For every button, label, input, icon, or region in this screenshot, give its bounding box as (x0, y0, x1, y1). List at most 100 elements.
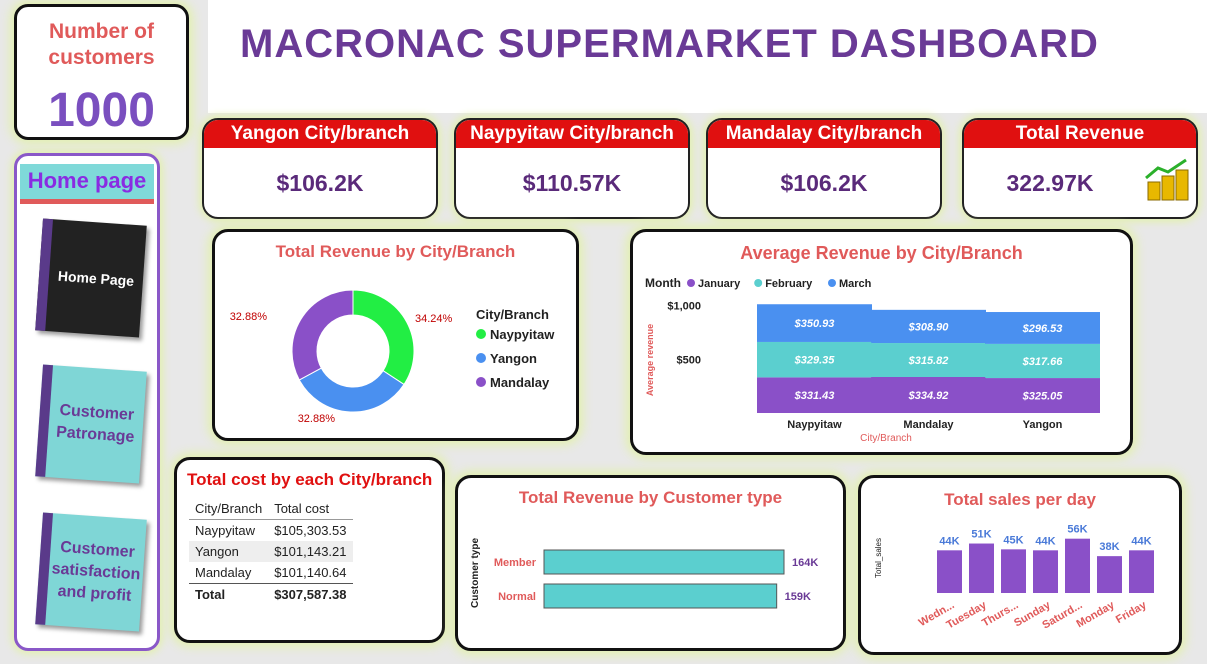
bar-segment (871, 376, 986, 413)
table-total-row: Total $307,587.38 (189, 583, 353, 605)
data-label: 38K (1099, 541, 1119, 553)
donut-label: 34.24% (415, 313, 453, 325)
legend-item-january: January (698, 278, 741, 290)
data-label: 164K (792, 557, 818, 569)
nav-customer-satisfaction-button[interactable]: Customer satisfaction and profit (35, 512, 147, 632)
data-label: 44K (1131, 535, 1151, 547)
kpi-total-revenue: Total Revenue 322.97K (962, 118, 1198, 219)
avg-title: Average Revenue by City/Branch (740, 243, 1023, 263)
data-label: $315.82 (908, 355, 949, 367)
daily-title: Total sales per day (944, 490, 1096, 509)
nav-panel: Home page Home Page Customer Patronage C… (14, 153, 160, 651)
data-label: $350.93 (794, 318, 835, 330)
bar-day (1033, 550, 1058, 593)
cost-header-total[interactable]: Total cost (268, 498, 353, 520)
cost-title: Total cost by each City/branch (187, 470, 433, 489)
data-label: 45K (1003, 534, 1023, 546)
table-row: Naypyitaw $105,303.53 (195, 523, 347, 538)
data-label: $325.05 (1022, 391, 1064, 403)
bar-segment (757, 341, 872, 378)
data-label: $331.43 (794, 390, 835, 402)
bar-day (1129, 550, 1154, 593)
bar-day (1001, 549, 1026, 593)
kpi-total-label: Total Revenue (964, 120, 1196, 148)
data-label: $296.53 (1022, 323, 1063, 335)
ribbon (871, 376, 872, 413)
x-tick-label: Mandalay (903, 419, 954, 431)
legend-marker (476, 377, 486, 387)
table-row: Mandalay $101,140.64 (195, 565, 347, 580)
data-label: $329.35 (794, 355, 836, 367)
avg-legend-title: Month (645, 276, 681, 290)
bar-segment (871, 309, 986, 344)
donut-chart: 34.24% Naypyitaw 32.88% Yangon 32.88% Mandala… (230, 289, 555, 425)
donut-label: 32.88% (298, 413, 336, 425)
dashboard-title: MACRONAC SUPERMARKET DASHBOARD (240, 22, 1099, 66)
kpi-naypyitaw-label: Naypyitaw City/branch (456, 120, 688, 148)
customers-value: 1000 (48, 84, 155, 137)
data-label: 159K (785, 591, 811, 603)
customers-label: Number of customers (48, 20, 155, 69)
ribbon (871, 341, 872, 378)
kpi-mandalay-label: Mandalay City/branch (708, 120, 940, 148)
money-growth-icon (1145, 158, 1189, 201)
y-tick-label: $500 (677, 354, 701, 366)
bar-segment (871, 343, 986, 377)
x-axis-label: City/Branch (860, 433, 912, 444)
ribbon (985, 343, 986, 379)
bar-segment (757, 377, 872, 413)
donut-title: Total Revenue by City/Branch (275, 242, 516, 261)
kpi-yangon: Yangon City/branch $106.2K (202, 118, 438, 219)
legend-marker (754, 279, 763, 287)
bar-segment (757, 304, 872, 342)
legend-item-mandalay: Mandalay (490, 375, 550, 390)
kpi-yangon-label: Yangon City/branch (204, 120, 436, 148)
bar-normal (543, 583, 778, 609)
x-tick-label: Naypyitaw (787, 419, 842, 431)
avg-chart: January February March $1,000 $500 Average re… (645, 278, 1100, 444)
data-label: 44K (1035, 535, 1055, 547)
donut-label: 32.88% (230, 311, 268, 323)
cost-header-branch: City/Branch (189, 498, 269, 520)
y-axis-label: Customer type (470, 538, 481, 608)
ctype-card: Total Revenue by Customer type Customer … (455, 475, 846, 651)
bar-segment (985, 312, 1100, 344)
kpi-total-value: 322.97K (1006, 170, 1094, 196)
cost-table: City/Branch Total cost Naypyitaw $105,303… (189, 498, 353, 605)
bar-segment (985, 343, 1100, 379)
donut-slice-yangon (298, 367, 405, 413)
legend-item-naypyitaw: Naypyitaw (490, 327, 555, 342)
y-axis-label: Total_sales (874, 538, 883, 578)
x-tick-label: Yangon (1023, 419, 1063, 431)
data-label: $317.66 (1022, 356, 1064, 368)
cost-card: Total cost by each City/branch City/Bran… (174, 457, 445, 643)
data-label: 44K (939, 535, 959, 547)
daily-chart: Total_sales 44KWedn...51KTuesday45KThurs.… (874, 524, 1154, 632)
y-tick-label: $1,000 (667, 301, 701, 313)
bar-day (1065, 538, 1090, 593)
ctype-title: Total Revenue by Customer type (518, 488, 783, 507)
legend-item-yangon: Yangon (490, 351, 537, 366)
ribbon (985, 309, 986, 344)
data-label: 51K (971, 529, 991, 541)
kpi-mandalay-value: $106.2K (780, 170, 868, 196)
bar-member (543, 549, 785, 575)
nav-header: Home page (20, 164, 154, 204)
data-label: $334.92 (908, 390, 949, 402)
nav-home-page-button[interactable]: Home Page (35, 218, 147, 338)
donut-slice-mandalay (291, 289, 354, 381)
kpi-naypyitaw: Naypyitaw City/branch $110.57K (454, 118, 690, 219)
x-tick-label: Friday (1114, 599, 1149, 626)
kpi-mandalay: Mandalay City/branch $106.2K (706, 118, 942, 219)
title-band (208, 0, 1207, 113)
legend-item-february: February (765, 278, 813, 290)
nav-customer-patronage-button[interactable]: Customer Patronage (35, 364, 147, 484)
table-row: Yangon $101,143.21 (189, 541, 353, 562)
y-tick-label: Member (494, 557, 537, 569)
donut-legend-title: City/Branch (476, 307, 549, 322)
kpi-naypyitaw-value: $110.57K (522, 170, 622, 196)
ctype-chart: Customer type Member 164K Normal 159K (470, 538, 818, 609)
legend-marker (476, 353, 486, 363)
bar-segment (985, 378, 1100, 413)
donut-card: Total Revenue by City/Branch 34.24% Naypy… (212, 229, 579, 441)
